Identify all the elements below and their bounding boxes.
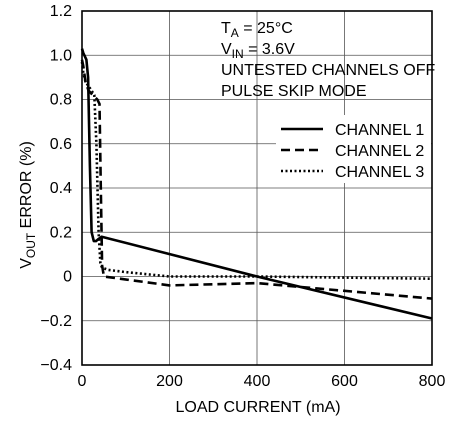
y-axis-label-sub: OUT [24,232,38,258]
y-tick-label: 0.6 [50,136,72,153]
y-tick-label: 0.4 [50,180,72,197]
plot-frame [81,10,433,366]
x-tick-label: 400 [244,373,271,390]
x-tick-label: 200 [156,373,183,390]
annotation-line: UNTESTED CHANNELS OFF [221,62,435,79]
y-tick-label: 0 [63,269,72,286]
series-line-channel-3 [80,61,433,280]
ticks-layer: 0 200 400 600 800 −0.4 −0.2 0 0.2 0.4 0.6 0.8 1.0 1.2 [40,3,445,390]
y-tick-label: 1.0 [50,47,72,64]
legend-label: CHANNEL 2 [335,143,424,160]
x-tick-label: 600 [331,373,358,390]
annotation-line: VIN = 3.6V [221,41,295,61]
series-line-channel-1 [80,48,433,320]
y-tick-label: −0.2 [40,313,72,330]
y-tick-label: 1.2 [50,3,72,20]
legend-label: CHANNEL 1 [335,122,424,139]
series-layer [80,48,433,320]
y-axis-label-main: V [18,258,35,269]
legend: CHANNEL 1 CHANNEL 2 CHANNEL 3 [276,115,431,183]
y-tick-label: −0.4 [40,357,72,374]
y-axis-label-rest: ERROR (%) [18,141,35,233]
legend-label: CHANNEL 3 [335,164,424,181]
x-tick-label: 800 [419,373,446,390]
y-tick-label: 0.8 [50,92,72,109]
annotation-line: PULSE SKIP MODE [221,83,367,100]
x-tick-label: 0 [78,373,87,390]
x-axis-label: LOAD CURRENT (mA) [175,399,340,416]
annotation-line: TA = 25°C [221,20,293,40]
y-axis-label: VOUT ERROR (%) [18,141,38,269]
series-line-channel-2 [80,59,433,300]
y-tick-label: 0.2 [50,224,72,241]
